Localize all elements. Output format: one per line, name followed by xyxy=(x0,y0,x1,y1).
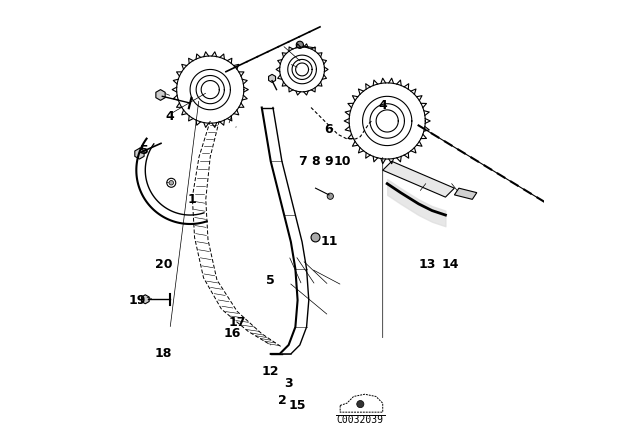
Text: 10: 10 xyxy=(333,155,351,168)
Text: 20: 20 xyxy=(156,258,173,271)
Circle shape xyxy=(296,41,303,48)
Text: 2: 2 xyxy=(278,394,286,408)
Text: 15: 15 xyxy=(289,399,307,412)
Text: 17: 17 xyxy=(228,316,246,329)
Text: 13: 13 xyxy=(419,258,436,271)
Text: 14: 14 xyxy=(441,258,459,271)
Text: C0032039: C0032039 xyxy=(337,415,384,425)
Text: 7: 7 xyxy=(298,155,307,168)
Text: 5: 5 xyxy=(266,273,275,287)
Text: 4: 4 xyxy=(378,99,387,112)
Polygon shape xyxy=(383,161,454,197)
Text: 8: 8 xyxy=(311,155,320,168)
Text: 3: 3 xyxy=(284,376,293,390)
Text: 19: 19 xyxy=(129,293,146,307)
Circle shape xyxy=(169,181,173,185)
Circle shape xyxy=(356,401,364,408)
Text: 5: 5 xyxy=(140,143,148,157)
Text: 1: 1 xyxy=(188,193,196,206)
Text: 6: 6 xyxy=(324,123,333,137)
Text: 18: 18 xyxy=(154,347,172,361)
Text: 16: 16 xyxy=(224,327,241,340)
Circle shape xyxy=(327,193,333,199)
Circle shape xyxy=(311,233,320,242)
Text: 12: 12 xyxy=(262,365,280,379)
Polygon shape xyxy=(454,188,477,199)
Text: 9: 9 xyxy=(324,155,333,168)
Text: 11: 11 xyxy=(320,235,338,249)
Text: 4: 4 xyxy=(166,110,174,123)
